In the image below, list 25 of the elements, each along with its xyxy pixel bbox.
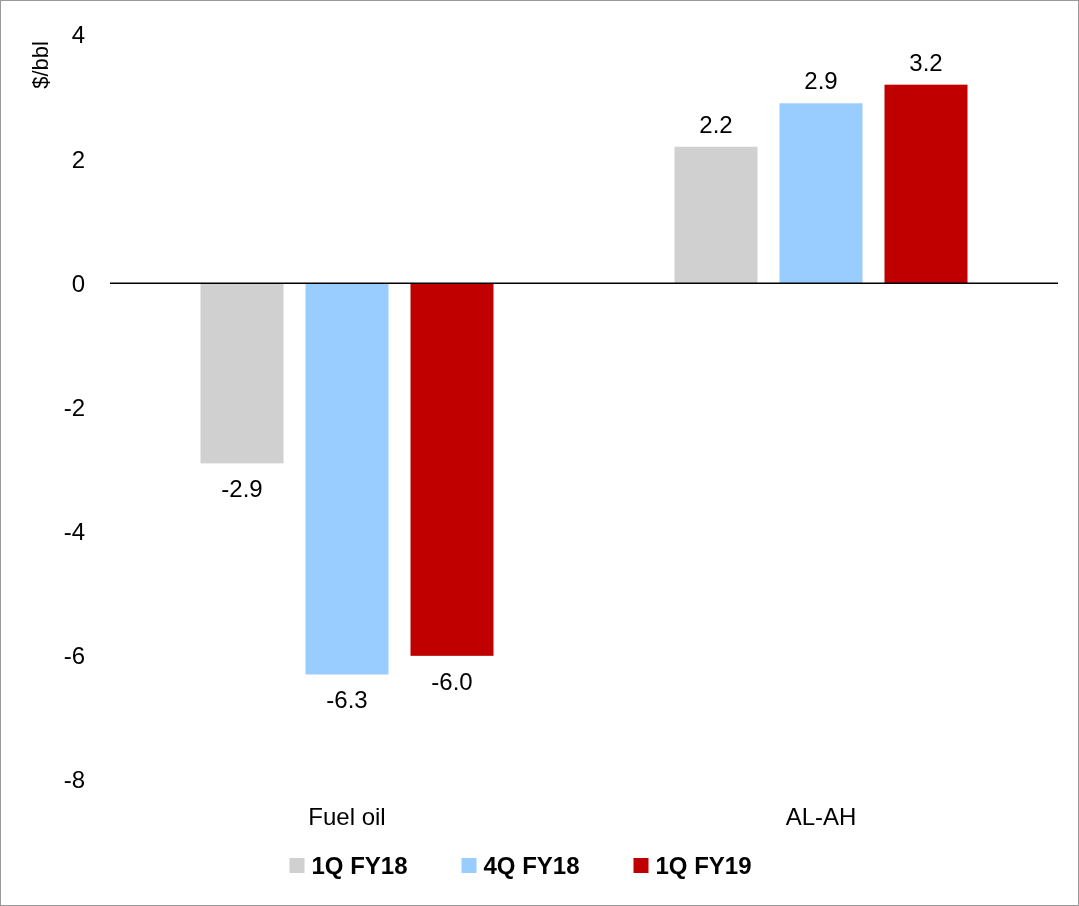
y-tick-label: -8 (63, 766, 85, 794)
legend-label: 4Q FY18 (483, 852, 580, 880)
bar (200, 283, 284, 464)
legend-label: 1Q FY18 (311, 852, 408, 880)
y-tick-label: -6 (63, 642, 85, 670)
data-label: -6.0 (431, 667, 473, 695)
bar (305, 283, 389, 675)
y-tick-label: 0 (71, 269, 85, 297)
data-label: -2.9 (221, 475, 263, 503)
bar (884, 84, 968, 284)
y-tick-label: 4 (71, 21, 85, 49)
data-label: 3.2 (909, 48, 943, 76)
y-tick-label: 2 (71, 145, 85, 173)
x-tick-label: Fuel oil (308, 803, 386, 830)
bar (410, 283, 494, 656)
y-tick-label: -4 (63, 518, 85, 546)
bar (674, 146, 758, 284)
y-axis-title: $/bbl (28, 41, 53, 89)
legend-label: 1Q FY19 (655, 852, 752, 880)
bar (779, 103, 863, 284)
data-label: 2.9 (804, 67, 838, 95)
y-tick-label: -2 (63, 393, 85, 421)
data-label: 2.2 (699, 110, 733, 138)
data-label: -6.3 (326, 686, 368, 714)
x-tick-label: AL-AH (785, 803, 857, 830)
